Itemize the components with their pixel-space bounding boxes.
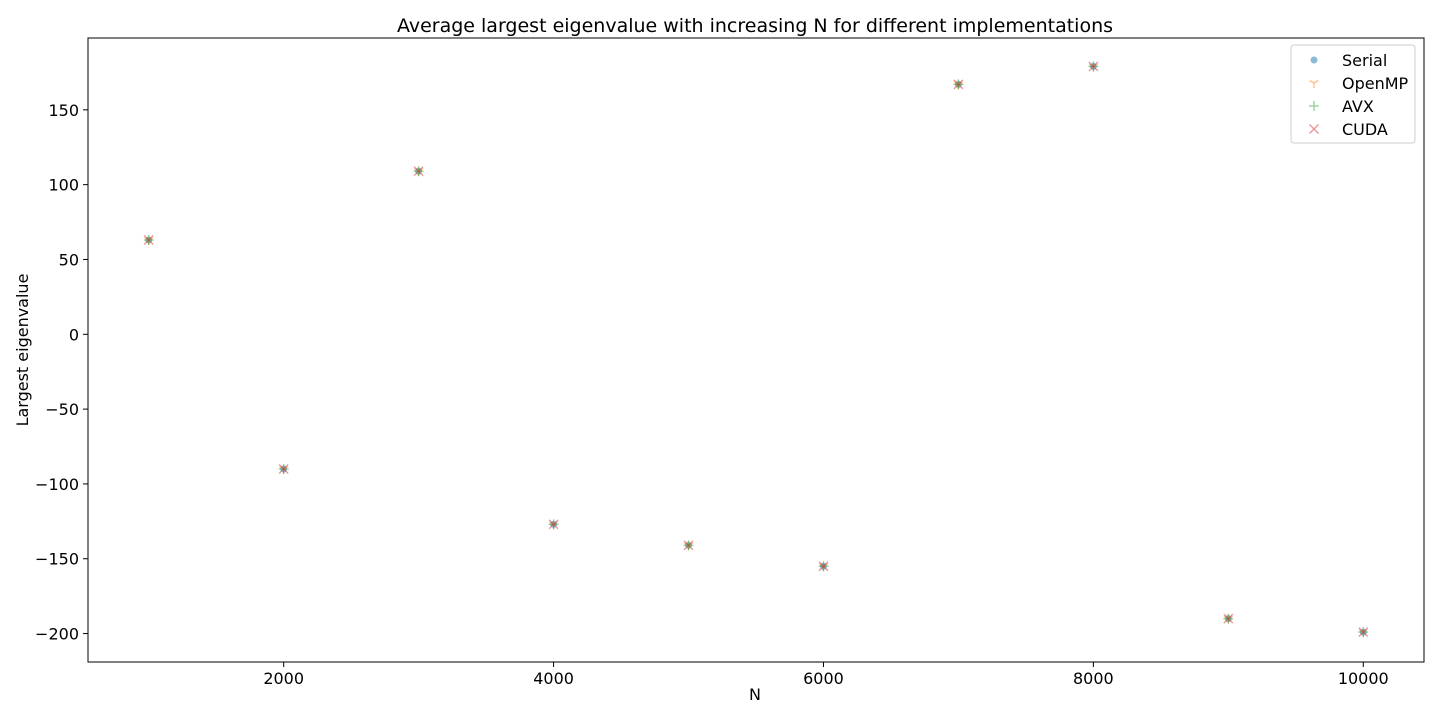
data-point-cuda bbox=[143, 235, 154, 245]
legend-marker-openmp bbox=[1309, 79, 1319, 88]
x-tick-label: 8000 bbox=[1073, 669, 1114, 688]
data-point-cuda bbox=[1358, 627, 1369, 638]
x-tick-label: 10000 bbox=[1338, 669, 1389, 688]
marker-shape bbox=[1310, 56, 1318, 64]
y-tick-label: −50 bbox=[45, 400, 79, 419]
y-tick-label: −200 bbox=[35, 625, 79, 644]
marker-shape bbox=[548, 519, 559, 530]
legend: Serial OpenMP AVX CUDA bbox=[1290, 44, 1416, 144]
legend-marker-cuda bbox=[1309, 124, 1319, 134]
marker-shape bbox=[1313, 79, 1319, 84]
legend-box bbox=[1290, 44, 1416, 144]
marker-shape bbox=[1309, 124, 1319, 134]
y-tick-label: 0 bbox=[69, 325, 79, 344]
legend-label-serial: Serial bbox=[1342, 51, 1387, 70]
chart-title: Average largest eigenvalue with increasi… bbox=[397, 15, 1113, 37]
marker-shape bbox=[1223, 613, 1234, 624]
y-tick-label: −150 bbox=[35, 550, 79, 569]
marker-shape bbox=[1088, 61, 1099, 72]
marker-shape bbox=[818, 561, 829, 572]
y-tick-label: 50 bbox=[59, 250, 79, 269]
x-tick-label: 6000 bbox=[803, 669, 844, 688]
legend-label-cuda: CUDA bbox=[1342, 120, 1388, 139]
marker-shape bbox=[683, 540, 694, 551]
marker-shape bbox=[953, 79, 964, 90]
y-tick-label: −100 bbox=[35, 475, 79, 494]
x-tick-label: 4000 bbox=[533, 669, 574, 688]
x-axis-label: N bbox=[749, 685, 761, 704]
plot-area: 2000 4000 6000 8000 10000 −200 −150 −100 −50 0 50 1… bbox=[35, 37, 1425, 688]
data-point-cuda bbox=[413, 166, 424, 177]
data-point-cuda bbox=[953, 79, 964, 90]
marker-shape bbox=[1309, 79, 1315, 84]
data-point-cuda bbox=[1088, 61, 1099, 72]
marker-shape bbox=[143, 235, 154, 245]
y-tick-label: 100 bbox=[48, 176, 79, 195]
legend-marker-serial bbox=[1310, 56, 1318, 64]
plot-frame bbox=[87, 37, 1425, 663]
marker-shape bbox=[1358, 627, 1369, 638]
data-point-cuda bbox=[683, 540, 694, 551]
data-point-cuda bbox=[818, 561, 829, 572]
marker-shape bbox=[413, 166, 424, 177]
data-point-cuda bbox=[278, 464, 289, 474]
data-point-cuda bbox=[1223, 613, 1234, 624]
y-axis-label: Largest eigenvalue bbox=[13, 274, 32, 427]
x-tick-label: 2000 bbox=[263, 669, 304, 688]
legend-label-openmp: OpenMP bbox=[1342, 74, 1409, 93]
y-tick-label: 150 bbox=[48, 101, 79, 120]
marker-shape bbox=[278, 464, 289, 474]
legend-marker-avx bbox=[1309, 101, 1319, 111]
data-point-cuda bbox=[548, 519, 559, 530]
legend-label-avx: AVX bbox=[1342, 97, 1374, 116]
